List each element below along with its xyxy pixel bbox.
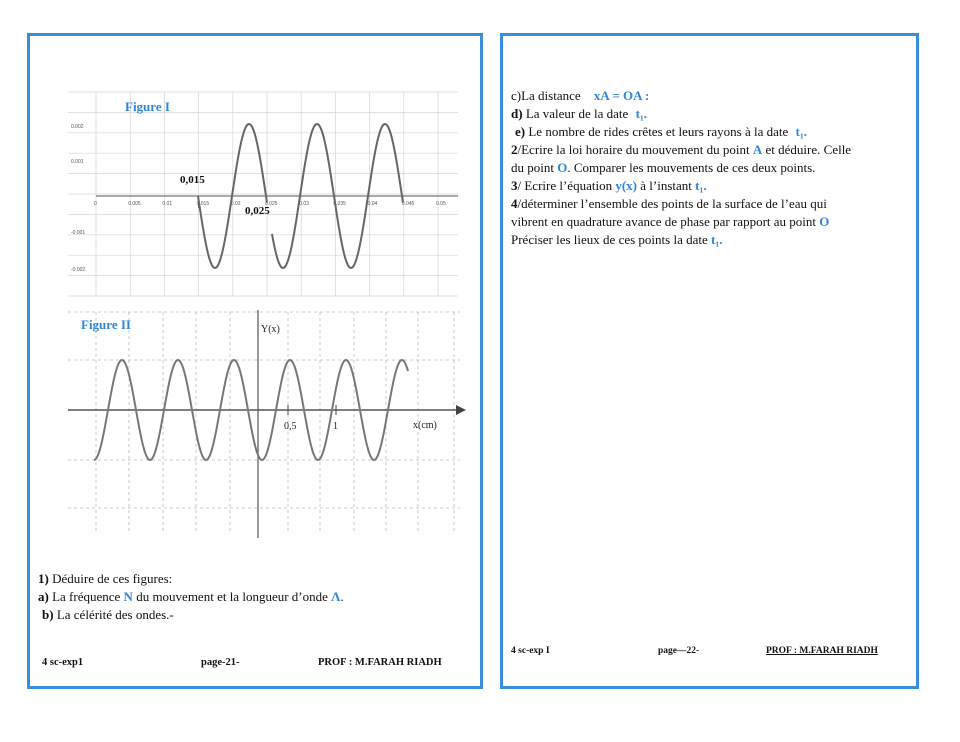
footer-right: PROF : M.FARAH RIADH	[318, 657, 442, 668]
figure-2-chart: Figure II Y(x) x(cm) 0,5 1	[68, 310, 466, 538]
question-1b: b) La célérité des ondes.-	[42, 606, 174, 624]
figure-1-title: Figure I	[125, 99, 170, 114]
question-2-line-1: 2/Ecrire la loi horaire du mouvement du …	[511, 141, 851, 159]
symbol-t1-e: t₁.	[795, 124, 807, 139]
question-1: 1) Déduire de ces figures:	[38, 570, 172, 588]
figure-1-x-tick-label: 0.015	[197, 201, 210, 207]
question-d-label: d)	[511, 106, 523, 121]
figure-2-title: Figure II	[81, 317, 131, 332]
question-1b-label: b)	[42, 607, 54, 622]
figure-1-grid	[68, 91, 458, 297]
figure-1-x-tick-label: 0.005	[128, 201, 141, 207]
question-d-text: La valeur de la date	[522, 106, 629, 121]
figure-1-x-tick-label: 0.04	[368, 201, 378, 207]
figure-2-wave-curve	[93, 358, 409, 462]
symbol-yx: y(x)	[615, 178, 637, 193]
figure-1-chart: 0 0.005 0.01 0.015 0.02 0.025 0.03 0.035 0.04 0.0…	[68, 88, 458, 298]
figure-1-x-tick-label: 0.035	[333, 201, 346, 207]
page-21: 0 0.005 0.01 0.015 0.02 0.025 0.03 0.035 0.04 0.0…	[27, 33, 483, 689]
figure-1-x-tick-label: 0.03	[299, 201, 309, 207]
symbol-t1-q4: t₁.	[711, 232, 723, 247]
question-4-text-1: /déterminer l’ensemble des points de la …	[517, 196, 827, 211]
figure-1-y-tick-label: -0.002	[71, 267, 85, 273]
question-1a: a) La fréquence N du mouvement et la lon…	[38, 588, 344, 606]
question-4-text-3: Préciser les lieux de ces points la date	[511, 232, 708, 247]
question-1a-label: a)	[38, 589, 49, 604]
question-4-line-3: Préciser les lieux de ces points la date…	[511, 231, 722, 249]
question-3-text: / Ecrire l’équation	[517, 178, 613, 193]
figure-1-y-tick-label: -0.001	[71, 230, 85, 236]
question-2-line-2: du point O. Comparer les mouvements de c…	[511, 159, 815, 177]
question-1-number: 1)	[38, 571, 49, 586]
footer-left: 4 sc-exp1	[42, 657, 84, 668]
footer-right: PROF : M.FARAH RIADH	[766, 646, 878, 656]
question-1a-text-1: La fréquence	[48, 589, 124, 604]
figure-1-wave-curve	[197, 122, 404, 270]
question-2-text-1: /Ecrire la loi horaire du mouvement du p…	[517, 142, 753, 157]
question-3: 3/ Ecrire l’équation y(x) à l’instant t₁…	[511, 177, 707, 195]
figure-1-y-ticks: 0.002 0.001 -0.001 -0.002	[71, 124, 85, 273]
figure-1-x-tick-label: 0.05	[436, 201, 446, 207]
symbol-t1-d: t₁.	[635, 106, 648, 121]
question-4-line-2: vibrent en quadrature avance de phase pa…	[511, 213, 829, 231]
question-2-text-2: et déduire. Celle	[762, 142, 852, 157]
figure-1-annotation-1: 0,015	[180, 174, 205, 186]
question-2-text-4: . Comparer les mouvements de ces deux po…	[567, 160, 816, 175]
question-4-line-1: 4/déterminer l’ensemble des points de la…	[511, 195, 827, 213]
symbol-a: A	[752, 142, 763, 157]
figure-1-y-tick-label: 0.002	[71, 124, 84, 130]
symbol-n: N	[123, 589, 133, 604]
figure-1-annotation-2: 0,025	[245, 205, 270, 217]
question-2-text-3: du point	[511, 160, 558, 175]
figure-2-tick-label-1: 1	[333, 421, 338, 432]
question-e-text: Le nombre de rides crêtes et leurs rayon…	[525, 124, 789, 139]
figure-2-tick-label-05: 0,5	[284, 421, 297, 432]
symbol-o-q4: O	[819, 214, 830, 229]
question-3-text-2: à l’instant	[637, 178, 692, 193]
symbol-t1-q3: t₁.	[695, 178, 707, 193]
footer-center: page—22-	[658, 646, 700, 656]
figure-1-x-tick-label: 0	[94, 201, 97, 207]
figure-2-grid	[68, 311, 460, 533]
question-4-text-2: vibrent en quadrature avance de phase pa…	[511, 214, 817, 229]
figure-2-y-label: Y(x)	[261, 324, 280, 335]
figure-1-x-tick-label: 0.025	[265, 201, 278, 207]
figure-1-x-tick-label: 0.02	[231, 201, 241, 207]
question-c: c)La distance xA = OA :	[511, 87, 649, 105]
question-3-number: 3	[511, 178, 518, 193]
question-4-number: 4	[511, 196, 518, 211]
question-d: d) La valeur de la date t₁.	[511, 105, 647, 123]
symbol-xa: xA = OA :	[593, 88, 650, 103]
question-2-number: 2	[511, 142, 518, 157]
symbol-o-q2: O	[557, 160, 568, 175]
page-22: c)La distance xA = OA : d) La valeur de …	[500, 33, 919, 689]
question-1a-text-3: .	[340, 589, 344, 604]
footer-center: page-21-	[201, 657, 240, 668]
question-c-text: c)La distance	[511, 88, 581, 103]
question-e: e) Le nombre de rides crêtes et leurs ra…	[515, 123, 807, 141]
symbol-lambda: Λ	[331, 589, 341, 604]
figure-2-x-label: x(cm)	[413, 420, 437, 431]
figure-2-x-arrow	[456, 405, 466, 415]
figure-1-x-tick-label: 0.045	[402, 201, 415, 207]
figure-1-y-tick-label: 0.001	[71, 159, 84, 165]
figure-1-x-tick-label: 0.01	[162, 201, 172, 207]
question-e-label: e)	[515, 124, 526, 139]
question-1a-text-2: du mouvement et la longueur d’onde	[132, 589, 332, 604]
question-1b-text: La célérité des ondes.-	[53, 607, 174, 622]
figure-1-x-ticks: 0 0.005 0.01 0.015 0.02 0.025 0.03 0.035 0.04 0.0…	[94, 201, 446, 207]
question-1-text: Déduire de ces figures:	[48, 571, 173, 586]
footer-left: 4 sc-exp I	[511, 646, 550, 656]
